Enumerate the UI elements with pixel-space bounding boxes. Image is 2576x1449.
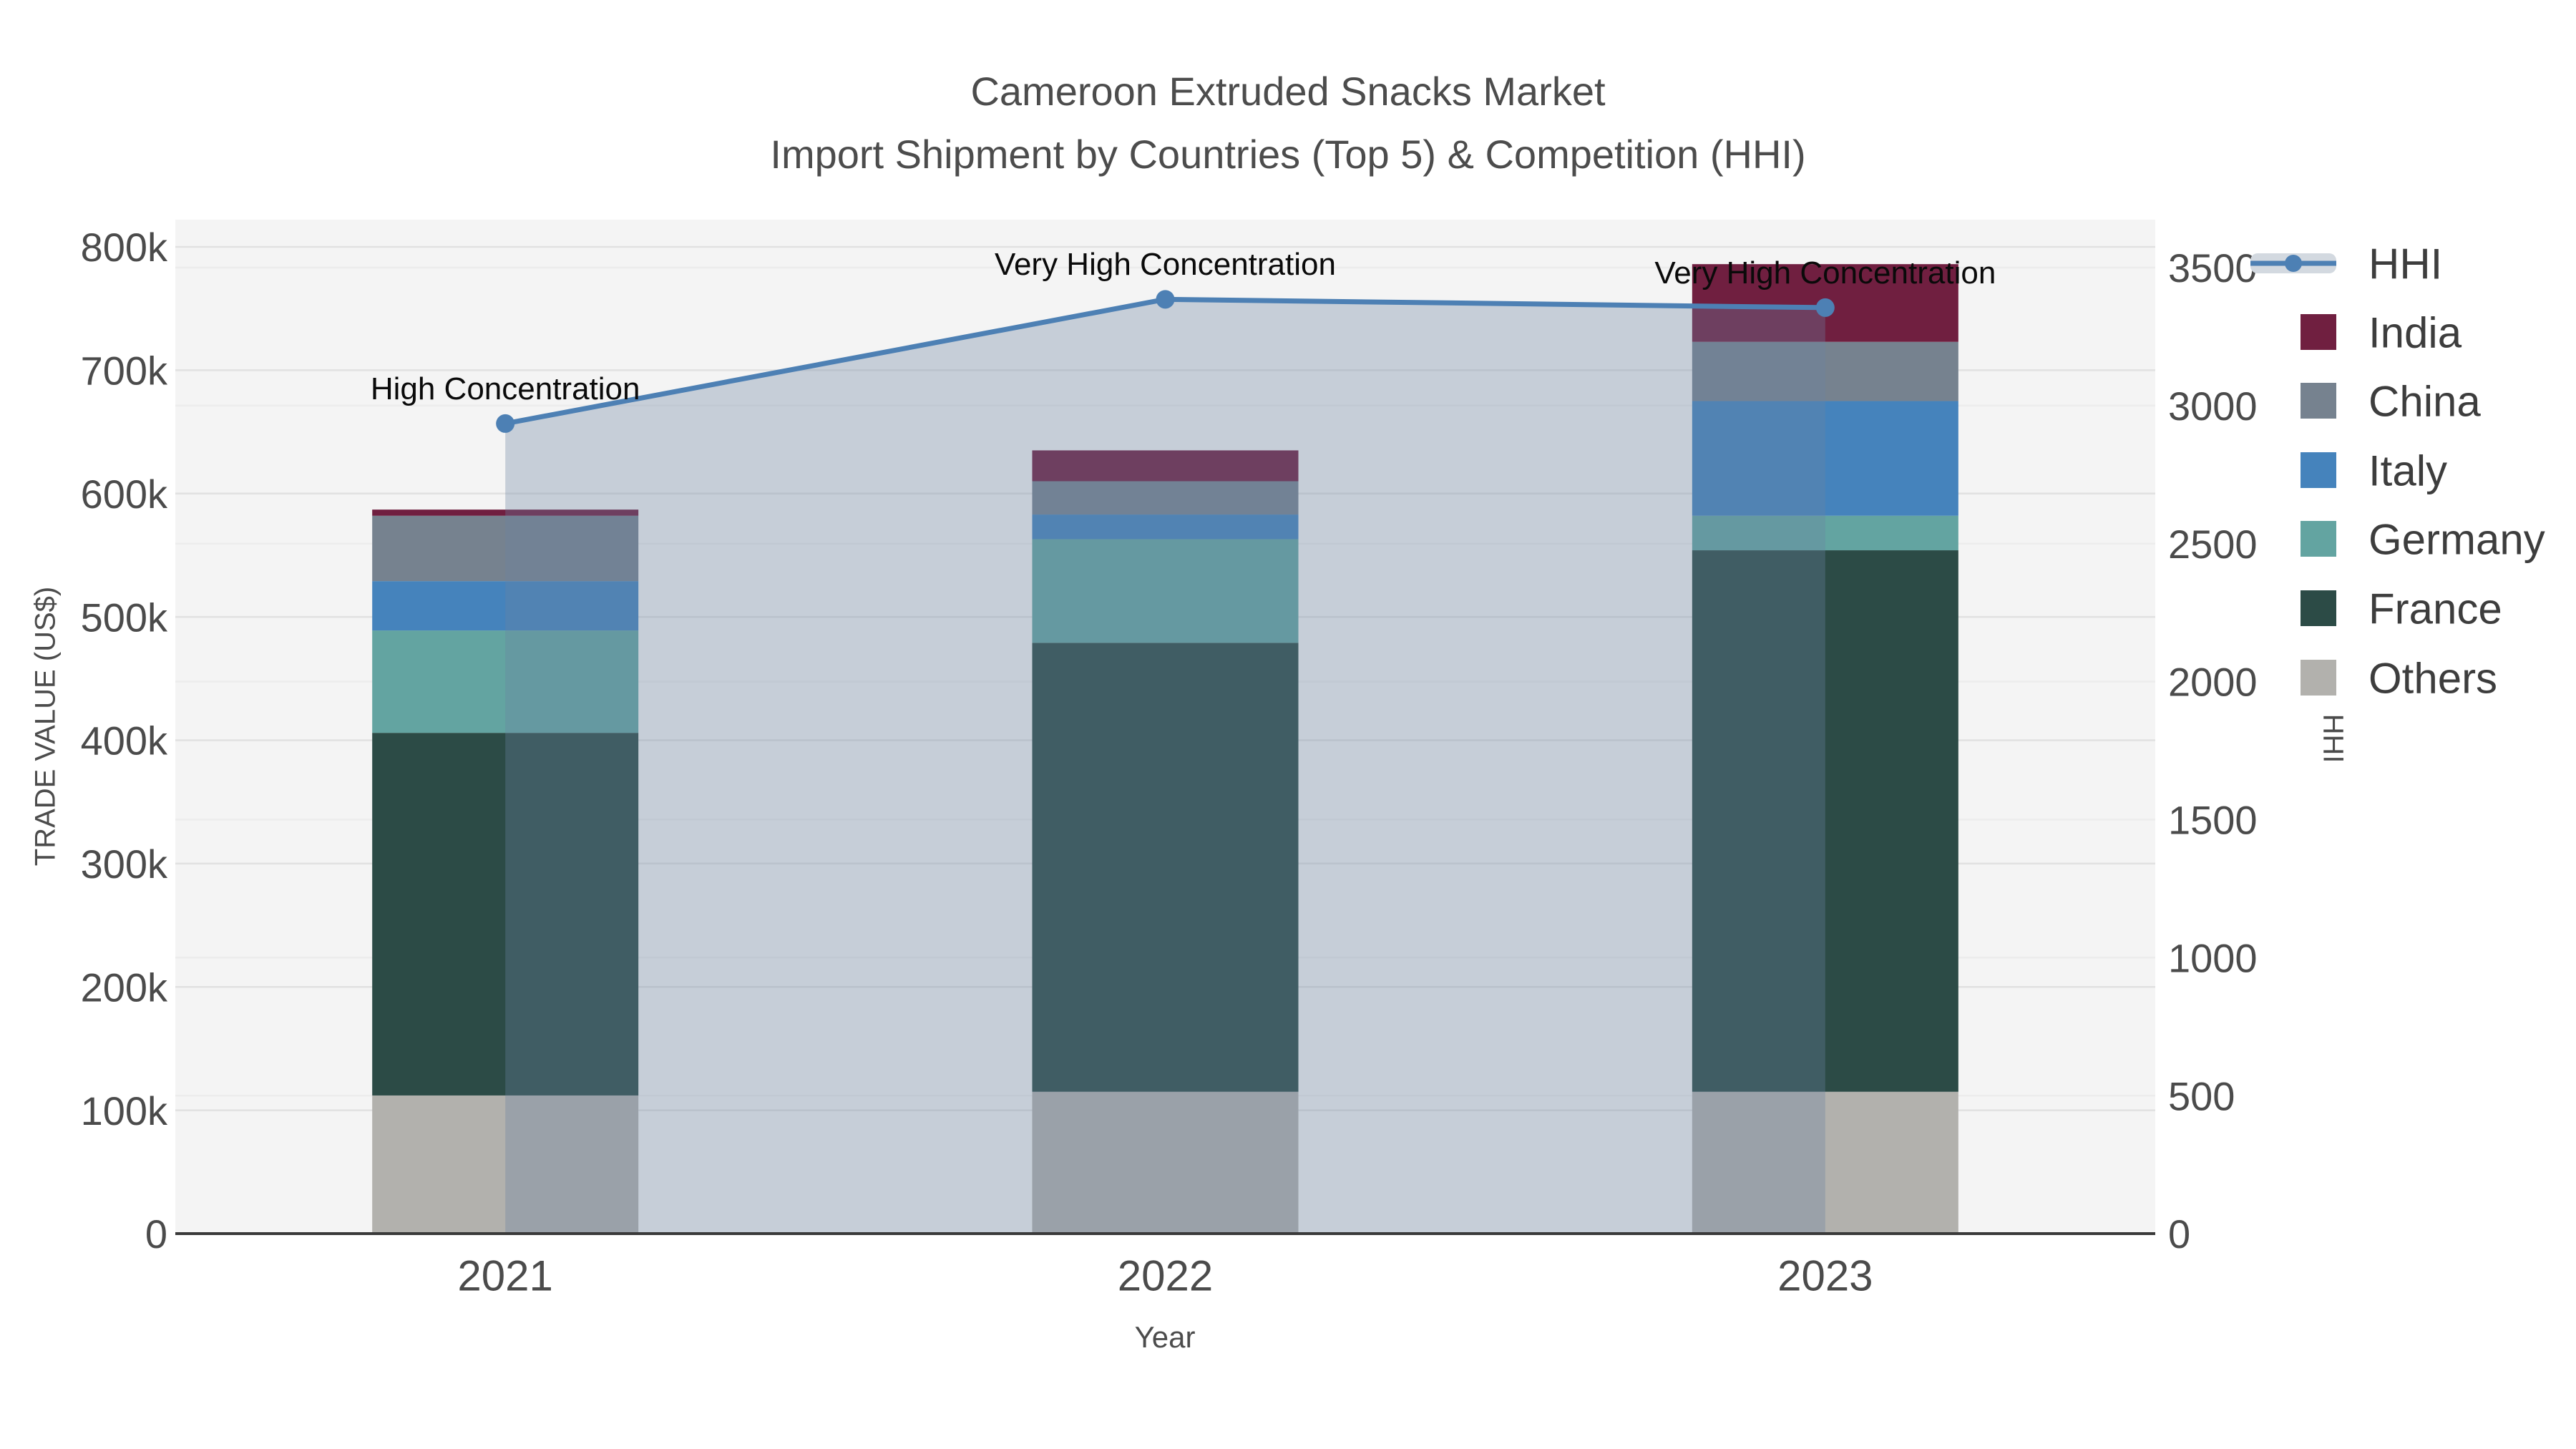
- bar-segment-india-2021: [372, 509, 639, 516]
- y-left-tick-label: 300k: [81, 841, 168, 887]
- y-right-tick-label: 1500: [2168, 798, 2258, 843]
- bar-segment-others-2021: [372, 1095, 639, 1234]
- legend-label-italy: Italy: [2368, 447, 2447, 495]
- legend-item-germany: Germany: [2301, 516, 2545, 564]
- annotation-2023: Very High Concentration: [1654, 255, 1996, 291]
- x-tick-label-2021: 2021: [457, 1252, 552, 1300]
- y-right-tick-label: 2500: [2168, 522, 2258, 567]
- x-tick-label-2022: 2022: [1118, 1252, 1213, 1300]
- legend-swatch-france: [2301, 590, 2336, 626]
- y-left-tick-label: 700k: [81, 348, 168, 394]
- hhi-marker-2023: [1815, 298, 1835, 317]
- legend-item-others: Others: [2301, 655, 2497, 703]
- bar-segment-italy-2023: [1692, 401, 1958, 516]
- bar-segment-germany-2022: [1032, 539, 1299, 643]
- legend-swatch-india: [2301, 314, 2336, 350]
- bar-segment-france-2022: [1032, 643, 1299, 1092]
- y-left-tick-label: 0: [145, 1211, 167, 1257]
- y-right-tick-label: 0: [2168, 1211, 2190, 1257]
- legend-swatch-italy: [2301, 452, 2336, 488]
- legend-item-india: India: [2301, 309, 2462, 357]
- y-right-axis-title: HHI: [2318, 714, 2349, 763]
- y-left-tick-label: 500k: [81, 595, 168, 640]
- x-axis-title: Year: [1135, 1320, 1196, 1354]
- y-left-axis-title: TRADE VALUE (US$): [29, 587, 61, 866]
- y-right-tick-label: 3000: [2168, 384, 2258, 429]
- bar-segment-china-2022: [1032, 481, 1299, 515]
- bar-segment-italy-2022: [1032, 514, 1299, 540]
- chart-subtitle: Import Shipment by Countries (Top 5) & C…: [770, 132, 1805, 177]
- y-right-tick-label: 3500: [2168, 245, 2258, 291]
- hhi-marker-2022: [1156, 290, 1175, 309]
- y-left-tick-label: 400k: [81, 718, 168, 763]
- bar-segment-india-2022: [1032, 450, 1299, 482]
- annotation-2022: Very High Concentration: [995, 247, 1336, 282]
- legend-label-germany: Germany: [2368, 516, 2545, 564]
- bar-segment-france-2021: [372, 733, 639, 1096]
- annotation-2021: High Concentration: [371, 371, 640, 406]
- y-left-tick-label: 600k: [81, 472, 168, 517]
- hhi-marker-2021: [496, 414, 515, 433]
- bar-segment-others-2022: [1032, 1091, 1299, 1234]
- legend-swatch-germany: [2301, 521, 2336, 557]
- legend-label-others: Others: [2368, 655, 2497, 703]
- bar-segment-france-2023: [1692, 550, 1958, 1092]
- legend-item-italy: Italy: [2301, 447, 2447, 495]
- y-right-tick-label: 2000: [2168, 660, 2258, 705]
- legend-item-hhi: HHI: [2250, 240, 2442, 288]
- bar-segment-germany-2023: [1692, 515, 1958, 551]
- bar-segment-italy-2021: [372, 581, 639, 631]
- bar-segment-others-2023: [1692, 1091, 1958, 1234]
- legend-label-hhi: HHI: [2368, 240, 2442, 288]
- hhi-area: [505, 299, 1825, 1234]
- legend-label-china: China: [2368, 378, 2481, 426]
- legend-item-france: France: [2301, 585, 2502, 633]
- y-left-tick-label: 100k: [81, 1088, 168, 1133]
- legend-item-china: China: [2301, 378, 2481, 426]
- bar-segment-germany-2021: [372, 630, 639, 733]
- x-tick-label-2023: 2023: [1777, 1252, 1873, 1300]
- y-right-tick-label: 500: [2168, 1073, 2235, 1118]
- legend-swatch-others: [2301, 660, 2336, 696]
- legend-swatch-china: [2301, 383, 2336, 419]
- chart-title: Cameroon Extruded Snacks Market: [970, 69, 1606, 114]
- legend-hhi-marker-icon: [2285, 255, 2302, 272]
- legend-label-india: India: [2368, 309, 2462, 357]
- y-left-tick-label: 200k: [81, 965, 168, 1010]
- bar-segment-china-2023: [1692, 341, 1958, 401]
- bar-segment-china-2021: [372, 515, 639, 582]
- y-right-tick-label: 1000: [2168, 935, 2258, 980]
- legend-label-france: France: [2368, 585, 2502, 633]
- y-left-tick-label: 800k: [81, 225, 168, 270]
